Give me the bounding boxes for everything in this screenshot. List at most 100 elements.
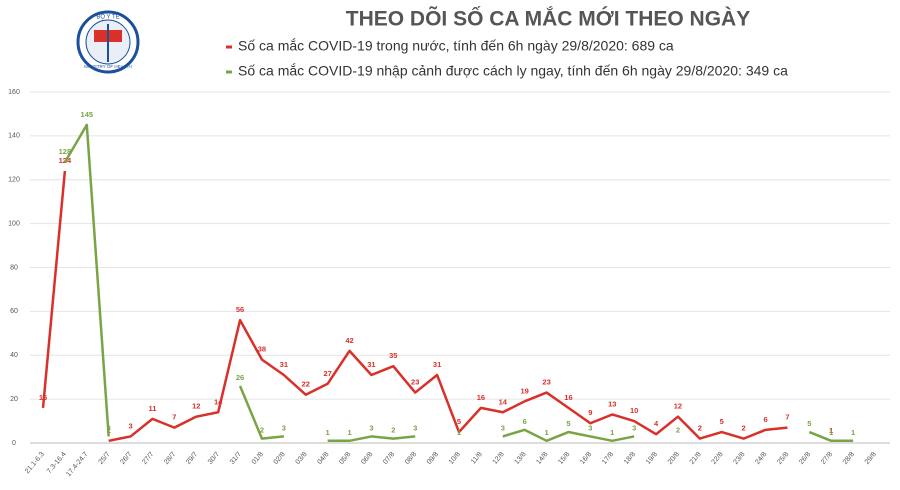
logo-bottom: MINISTRY OF HEALTH	[84, 64, 132, 69]
data-label: 6	[763, 415, 767, 424]
data-label: 1	[851, 428, 855, 437]
data-label: 6	[523, 417, 527, 426]
data-label: 3	[282, 423, 286, 432]
data-label: 3	[107, 423, 111, 432]
data-label: 5	[566, 419, 570, 428]
y-tick-label: 40	[10, 352, 18, 359]
logo: BỘ Y TẾ MINISTRY OF HEALTH	[76, 10, 140, 74]
x-tick-label: 22/8	[711, 451, 725, 466]
series-line	[63, 123, 854, 443]
x-tick-label: 7.3-16.4	[46, 451, 68, 475]
data-label: 3	[632, 423, 636, 432]
data-label: 26	[236, 373, 244, 382]
x-tick-label: 25/8	[776, 451, 790, 466]
data-label: 10	[630, 406, 638, 415]
data-label: 16	[477, 393, 485, 402]
x-tick-label: 28/8	[842, 451, 856, 466]
series-line	[43, 171, 831, 441]
data-label: 56	[236, 305, 244, 314]
x-tick-label: 16/8	[579, 451, 593, 466]
x-tick-label: 26/7	[119, 451, 133, 466]
data-label: 27	[323, 369, 331, 378]
x-tick-label: 18/8	[623, 451, 637, 466]
data-label: 5	[457, 417, 461, 426]
data-label: 23	[411, 378, 419, 387]
data-label: 1	[326, 428, 330, 437]
data-label: 1	[347, 428, 351, 437]
x-tick-label: 07/8	[382, 451, 396, 466]
data-label: 14	[499, 397, 508, 406]
data-label: 7	[785, 413, 789, 422]
x-tick-label: 21/8	[689, 451, 703, 466]
y-tick-label: 60	[10, 308, 18, 315]
x-tick-label: 04/8	[316, 451, 330, 466]
chart-title: THEO DÕI SỐ CA MẮC MỚI THEO NGÀY	[346, 7, 750, 31]
data-label: 2	[742, 424, 746, 433]
data-label: 31	[433, 360, 441, 369]
data-label: 19	[521, 386, 529, 395]
y-tick-label: 100	[8, 220, 20, 227]
data-label: 42	[345, 336, 353, 345]
data-label: 3	[413, 423, 417, 432]
x-tick-label: 31/7	[229, 451, 243, 466]
data-label: 3	[588, 423, 592, 432]
x-tick-label: 12/8	[492, 451, 506, 466]
data-label: 12	[192, 402, 200, 411]
x-tick-label: 27/8	[820, 451, 834, 466]
x-tick-label: 09/8	[426, 451, 440, 466]
data-label: 16	[564, 393, 572, 402]
y-tick-label: 120	[8, 177, 20, 184]
x-tick-label: 13/8	[514, 451, 528, 466]
x-tick-label: 15/8	[557, 451, 571, 466]
x-tick-label: 27/7	[141, 451, 155, 466]
data-label: 38	[258, 345, 266, 354]
data-label: 35	[389, 351, 397, 360]
legend-label: Số ca mắc COVID-19 nhập cảnh được cách l…	[238, 63, 788, 79]
x-tick-label: 25/7	[98, 451, 112, 466]
data-label: 1	[544, 428, 548, 437]
data-label: 1	[829, 426, 833, 435]
data-label: 31	[280, 360, 288, 369]
x-tick-label: 23/8	[732, 451, 746, 466]
data-label: 7	[172, 413, 176, 422]
data-label: 5	[720, 417, 724, 426]
x-tick-label: 10/8	[448, 451, 462, 466]
data-label: 3	[128, 421, 132, 430]
legend-label: Số ca mắc COVID-19 trong nước, tính đến …	[238, 38, 674, 54]
data-label: 3	[369, 423, 373, 432]
x-tick-label: 11/8	[470, 451, 484, 466]
data-label: 1	[610, 428, 614, 437]
y-tick-label: 160	[8, 89, 20, 96]
x-tick-label: 28/7	[163, 451, 177, 466]
x-tick-label: 17/8	[601, 451, 615, 466]
data-label: 16	[39, 393, 47, 402]
data-label: 1	[457, 428, 461, 437]
x-tick-label: 01/8	[251, 451, 265, 466]
y-tick-label: 80	[10, 264, 18, 271]
x-tick-label: 29/7	[185, 451, 199, 466]
data-label: 22	[302, 380, 310, 389]
data-label: 13	[608, 399, 616, 408]
x-tick-label: 06/8	[360, 451, 374, 466]
data-label: 23	[542, 378, 550, 387]
x-tick-label: 17.4-24.7	[65, 451, 89, 478]
data-label: 31	[367, 360, 375, 369]
data-label: 9	[588, 408, 592, 417]
x-tick-label: 05/8	[338, 451, 352, 466]
data-label: 2	[391, 426, 395, 435]
data-label: 14	[214, 397, 223, 406]
data-label: 3	[501, 423, 505, 432]
x-tick-label: 19/8	[645, 451, 659, 466]
x-tick-label: 29/8	[864, 451, 878, 466]
data-label: 2	[698, 424, 702, 433]
x-tick-label: 08/8	[404, 451, 418, 466]
x-tick-label: 14/8	[535, 451, 549, 466]
x-tick-label: 30/7	[207, 451, 221, 466]
data-label: 11	[149, 404, 157, 413]
x-tick-label: 02/8	[273, 451, 287, 466]
x-tick-label: 21.1-6.3	[24, 451, 46, 475]
x-tick-label: 24/8	[754, 451, 768, 466]
data-label: 12	[674, 402, 682, 411]
x-tick-label: 03/8	[295, 451, 309, 466]
